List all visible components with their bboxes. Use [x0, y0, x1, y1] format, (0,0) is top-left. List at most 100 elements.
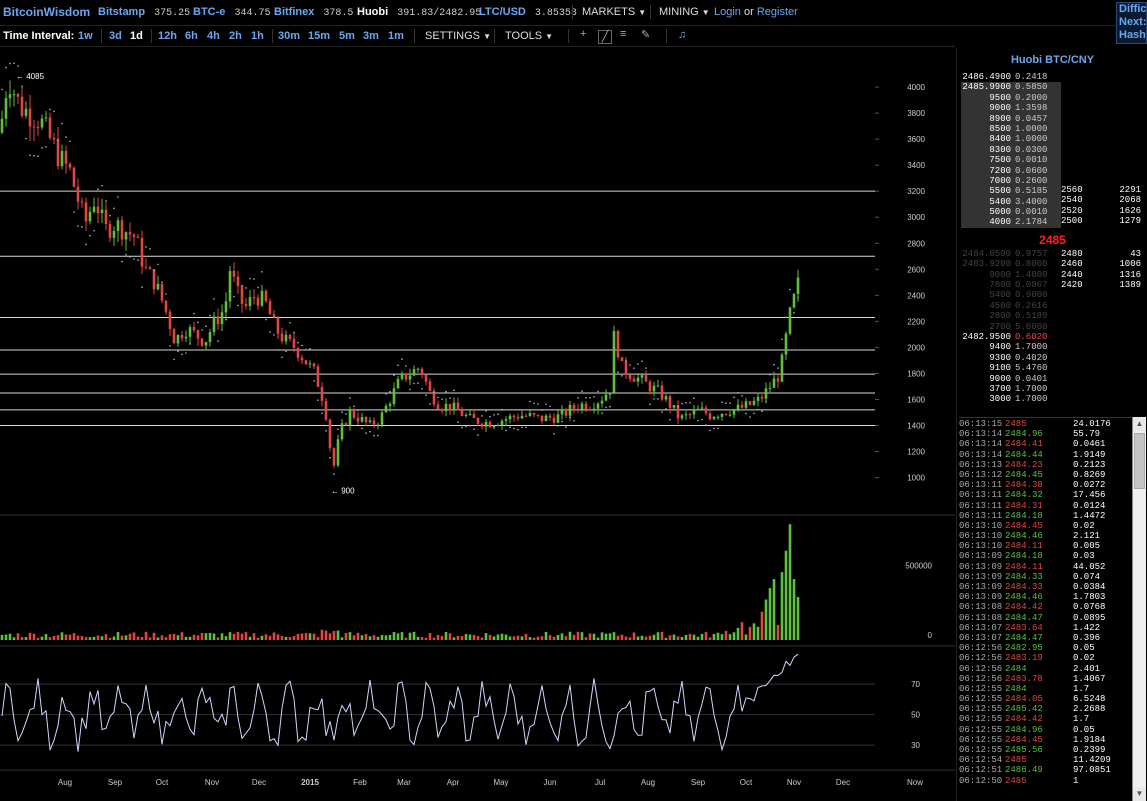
orderbook-row[interactable]: 3700 1.7000	[961, 384, 1061, 394]
interval-3m[interactable]: 3m	[363, 30, 379, 42]
interval-1h[interactable]: 1h	[251, 30, 264, 42]
interval-6h[interactable]: 6h	[185, 30, 198, 42]
trade-row[interactable]: 06:13:11 2484.38 0.0272	[959, 480, 1131, 490]
trade-row[interactable]: 06:12:56 2484 2.401	[959, 664, 1131, 674]
trade-row[interactable]: 06:12:55 2484.45 1.9184	[959, 735, 1131, 745]
mining-menu[interactable]: MINING ▼	[659, 6, 710, 18]
orderbook-row[interactable]: 8900 0.0457	[961, 113, 1061, 124]
interval-4h[interactable]: 4h	[207, 30, 220, 42]
trade-row[interactable]: 06:12:51 2486.49 97.0851	[959, 765, 1131, 775]
orderbook-row[interactable]: 4000 2.1784	[961, 217, 1061, 228]
orderbook-row[interactable]: 9300 0.4020	[961, 353, 1061, 363]
trade-row[interactable]: 06:12:55 2484 1.7	[959, 684, 1131, 694]
trade-row[interactable]: 06:12:56 2483.19 0.02	[959, 653, 1131, 663]
trade-row[interactable]: 06:13:07 2483.64 1.422	[959, 623, 1131, 633]
trades-list[interactable]: 06:13:15 2485 24.0176 06:13:14 2484.96 55.79 0…	[959, 417, 1131, 801]
orderbook-row[interactable]: 5500 0.5185	[961, 186, 1061, 197]
trade-row[interactable]: 06:12:55 2485.42 2.2688	[959, 704, 1131, 714]
orderbook-row[interactable]: 2485.9900 0.5850	[961, 82, 1061, 93]
trade-row[interactable]: 06:13:07 2484.47 0.396	[959, 633, 1131, 643]
register-link[interactable]: Register	[756, 6, 798, 18]
ticker-ltcusd[interactable]: LTC/USD 3.85353	[479, 6, 577, 19]
trade-row[interactable]: 06:12:56 2482.95 0.05	[959, 643, 1131, 653]
orderbook-row[interactable]: 7800 0.0067	[961, 280, 1061, 290]
trade-row[interactable]: 06:13:09 2484.18 0.03	[959, 551, 1131, 561]
orderbook-row[interactable]: 2483.9200 0.8000	[961, 259, 1061, 269]
interval-1d[interactable]: 1d	[130, 30, 143, 42]
login-link[interactable]: Login	[714, 6, 741, 18]
orderbook-row[interactable]: 9400 1.7000	[961, 342, 1061, 352]
trade-row[interactable]: 06:12:55 2485.56 0.2399	[959, 745, 1131, 755]
trade-row[interactable]: 06:13:15 2485 24.0176	[959, 419, 1131, 429]
trade-row[interactable]: 06:13:09 2484.46 1.7803	[959, 592, 1131, 602]
ticker-huobi[interactable]: Huobi 391.83/2482.95	[357, 6, 481, 19]
orderbook-row[interactable]: 9500 0.2000	[961, 92, 1061, 104]
brand-logo-link[interactable]: BitcoinWisdom	[3, 5, 91, 19]
orderbook-row[interactable]: 7200 0.0600	[961, 165, 1061, 176]
crosshair-tool-icon[interactable]: +	[580, 28, 587, 40]
price-chart-area[interactable]: 4000 3800 3600 3400 3200 3000 2800 2600 2400 2200…	[0, 48, 955, 801]
orderbook-row[interactable]: 9000 0.0401	[961, 374, 1061, 384]
scroll-up-icon[interactable]: ▲	[1133, 417, 1146, 431]
tools-menu[interactable]: TOOLS ▼	[505, 30, 553, 42]
orderbook-row[interactable]: 8500 1.0000	[961, 123, 1061, 135]
trade-row[interactable]: 06:13:08 2484.42 0.0768	[959, 602, 1131, 612]
orderbook-row[interactable]: 9100 5.4760	[961, 363, 1061, 373]
alert-bell-icon[interactable]: ♫	[678, 29, 687, 41]
orderbook-row[interactable]: 2482.9500 0.6020	[961, 332, 1061, 342]
interval-1m[interactable]: 1m	[388, 30, 404, 42]
price-chart-svg[interactable]: 4000 3800 3600 3400 3200 3000 2800 2600 2400 2200…	[0, 48, 955, 801]
interval-12h[interactable]: 12h	[158, 30, 177, 42]
orderbook-row[interactable]: 7000 0.2600	[961, 175, 1061, 187]
trade-row[interactable]: 06:12:55 2484.42 1.7	[959, 714, 1131, 724]
trade-row[interactable]: 06:13:10 2484.11 0.005	[959, 541, 1131, 551]
trade-row[interactable]: 06:13:11 2484.32 17.456	[959, 490, 1131, 500]
trade-row[interactable]: 06:13:14 2484.96 55.79	[959, 429, 1131, 439]
orderbook-row[interactable]: 2484.0500 0.9757	[961, 249, 1061, 259]
trade-row[interactable]: 06:13:08 2484.47 0.0895	[959, 613, 1131, 623]
trade-row[interactable]: 06:12:54 2485 11.4209	[959, 755, 1131, 765]
difficulty-box[interactable]: Diffic Next: Hash	[1116, 2, 1147, 44]
pen-tool-icon[interactable]: ✎	[641, 29, 651, 41]
interval-5m[interactable]: 5m	[339, 30, 355, 42]
trades-scrollbar[interactable]: ▲ ▼	[1132, 417, 1146, 801]
orderbook-row[interactable]: 5400 0.9000	[961, 290, 1061, 300]
interval-30m[interactable]: 30m	[278, 30, 301, 42]
interval-2h[interactable]: 2h	[229, 30, 242, 42]
line-tool-icon[interactable]: ╱	[598, 30, 612, 44]
orderbook-row[interactable]: 2700 5.0000	[961, 322, 1061, 332]
trade-row[interactable]: 06:13:14 2484.41 0.0461	[959, 439, 1131, 449]
scroll-thumb[interactable]	[1134, 433, 1145, 489]
trade-row[interactable]: 06:13:12 2484.45 0.8269	[959, 470, 1131, 480]
orderbook-row[interactable]: 2800 0.5189	[961, 311, 1061, 321]
trade-row[interactable]: 06:12:55 2484.05 6.5248	[959, 694, 1131, 704]
orderbook-row[interactable]: 3000 1.7000	[961, 394, 1061, 404]
orderbook-row[interactable]: 5000 0.0010	[961, 207, 1061, 218]
trade-row[interactable]: 06:12:50 2485 1	[959, 776, 1131, 786]
interval-3d[interactable]: 3d	[109, 30, 122, 42]
trade-row[interactable]: 06:13:13 2484.23 0.2123	[959, 460, 1131, 470]
trade-row[interactable]: 06:13:09 2484.33 0.0384	[959, 582, 1131, 592]
orderbook-row[interactable]: 9000 1.3598	[961, 103, 1061, 114]
trade-row[interactable]: 06:13:11 2484.18 1.4472	[959, 511, 1131, 521]
trade-row[interactable]: 06:13:09 2484.11 44.052	[959, 562, 1131, 572]
markets-menu[interactable]: MARKETS ▼	[582, 6, 646, 18]
trade-row[interactable]: 06:13:10 2484.46 2.121	[959, 531, 1131, 541]
interval-1w[interactable]: 1w	[78, 30, 93, 42]
orderbook-row[interactable]: 4500 0.2616	[961, 301, 1061, 311]
orderbook-row[interactable]: 5400 3.4000	[961, 196, 1061, 208]
orderbook-row[interactable]: 7500 0.0010	[961, 155, 1061, 166]
orderbook-row[interactable]: 2486.4900 0.2418	[961, 72, 1061, 82]
orderbook-row[interactable]: 8300 0.0300	[961, 144, 1061, 156]
trade-row[interactable]: 06:12:56 2483.78 1.4067	[959, 674, 1131, 684]
trade-row[interactable]: 06:13:09 2484.33 0.074	[959, 572, 1131, 582]
ticker-btce[interactable]: BTC-e 344.75	[193, 6, 270, 19]
interval-15m[interactable]: 15m	[308, 30, 331, 42]
orderbook-row[interactable]: 9000 1.4000	[961, 270, 1061, 280]
orderbook-row[interactable]: 8400 1.0000	[961, 134, 1061, 145]
trade-row[interactable]: 06:13:10 2484.45 0.02	[959, 521, 1131, 531]
ticker-bitfinex[interactable]: Bitfinex 378.5	[274, 6, 353, 19]
fibonacci-tool-icon[interactable]: ≡	[620, 28, 627, 40]
trade-row[interactable]: 06:12:55 2484.96 0.05	[959, 725, 1131, 735]
settings-menu[interactable]: SETTINGS ▼	[425, 30, 491, 42]
